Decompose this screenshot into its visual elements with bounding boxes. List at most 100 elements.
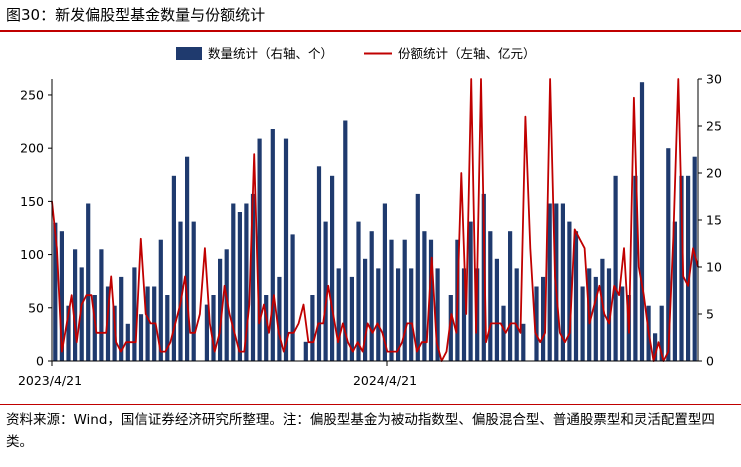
bar: [376, 268, 381, 361]
bar: [53, 222, 58, 361]
axes: 0 50 100 150 200 250 0 5 10 15 20 25 30 2023/4/21 2024…: [18, 72, 722, 389]
bar: [547, 203, 552, 361]
bar: [679, 175, 684, 361]
bar: [633, 175, 638, 361]
title-rule: [0, 30, 741, 32]
bar: [171, 175, 176, 361]
bar: [316, 166, 322, 361]
bar: [290, 234, 295, 361]
bar: [356, 221, 361, 361]
left-tick-label: 0: [36, 354, 44, 369]
bar: [560, 203, 565, 361]
right-tick-label: 20: [706, 166, 722, 181]
bar: [448, 295, 453, 361]
bar: [435, 268, 440, 361]
bar: [428, 239, 434, 361]
legend: 数量统计（右轴、个） 份额统计（左轴、亿元）: [176, 46, 536, 61]
bar: [606, 268, 612, 361]
bar-series: [53, 82, 697, 361]
bar: [600, 258, 605, 361]
bar: [349, 276, 354, 361]
bar: [573, 231, 579, 361]
bar: [613, 175, 618, 361]
bar: [92, 295, 97, 361]
bar: [415, 193, 420, 361]
bar: [218, 258, 223, 361]
bar: [692, 156, 697, 361]
legend-bar-label: 数量统计（右轴、个）: [208, 46, 333, 61]
bar: [185, 156, 190, 361]
bar: [224, 249, 229, 361]
x-tick-label: 2024/4/21: [353, 373, 417, 388]
right-tick-label: 10: [706, 260, 722, 275]
bar: [330, 175, 335, 361]
bar: [422, 231, 427, 361]
left-tick-label: 150: [20, 194, 44, 209]
right-tick-label: 15: [706, 213, 722, 228]
bar: [343, 120, 348, 361]
bar: [204, 304, 209, 361]
bar: [369, 231, 374, 361]
line-series: [51, 78, 699, 362]
right-tick-label: 30: [706, 72, 722, 87]
bar: [250, 193, 256, 361]
bar: [461, 268, 467, 361]
bar: [79, 267, 84, 361]
bar: [666, 148, 671, 361]
bar: [138, 314, 144, 361]
bar: [336, 268, 341, 361]
bar: [86, 203, 91, 361]
right-tick-label: 5: [706, 307, 714, 322]
bar: [593, 276, 598, 361]
bar: [488, 231, 493, 361]
legend-line-label: 份额统计（左轴、亿元）: [398, 46, 536, 61]
legend-bar-swatch: [176, 47, 202, 60]
bar: [521, 323, 526, 361]
bar: [534, 286, 539, 361]
right-tick-label: 0: [706, 354, 714, 369]
bar: [264, 295, 269, 361]
x-tick-label: 2023/4/21: [18, 373, 82, 388]
bar: [119, 276, 124, 361]
bar: [382, 203, 387, 361]
chart: 0 50 100 150 200 250 0 5 10 15 20 25 30 2023/4/21 2024…: [18, 46, 722, 389]
bar: [514, 268, 519, 361]
bar: [66, 305, 71, 361]
bar: [501, 305, 506, 361]
bar: [237, 212, 242, 361]
bar: [211, 295, 216, 361]
bar: [73, 249, 78, 361]
footnote: 资料来源：Wind，国信证券经济研究所整理。注：偏股型基金为被动指数型、偏股混合…: [6, 412, 715, 450]
left-tick-label: 200: [20, 141, 44, 156]
bar: [105, 286, 111, 361]
bar: [231, 203, 236, 361]
bar: [323, 221, 328, 361]
bar: [363, 258, 368, 361]
bar: [686, 175, 691, 361]
bar: [158, 239, 163, 361]
bar: [132, 267, 137, 361]
bar: [310, 295, 315, 361]
bar: [191, 221, 196, 361]
bar: [303, 341, 308, 361]
bar: [145, 286, 150, 361]
bar: [653, 333, 658, 361]
bar: [567, 221, 572, 361]
bar: [165, 295, 170, 361]
bar: [481, 193, 486, 361]
bar: [672, 221, 677, 361]
bar: [59, 231, 64, 361]
bar: [409, 268, 414, 361]
bar: [244, 203, 249, 361]
bar: [494, 258, 499, 361]
footnote-rule: [0, 404, 741, 405]
bar: [402, 239, 407, 361]
bar: [178, 221, 183, 361]
bar: [283, 138, 289, 361]
left-tick-label: 250: [20, 87, 44, 102]
bar: [389, 239, 394, 361]
bar: [396, 268, 401, 361]
bar: [541, 276, 546, 361]
bar: [639, 82, 645, 361]
bar: [468, 221, 473, 361]
